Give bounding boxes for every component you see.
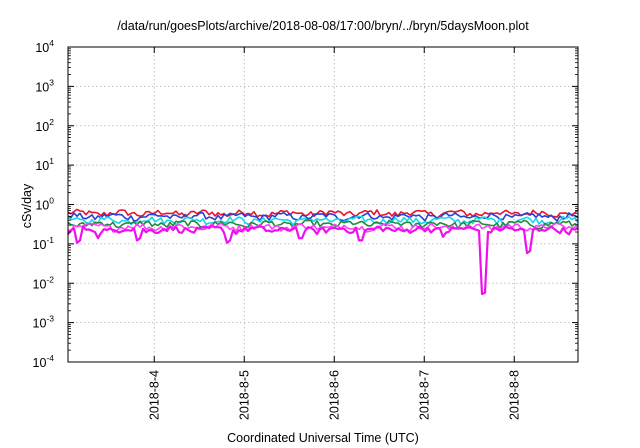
y-tick-label: 10-4 <box>33 353 55 370</box>
y-tick-label: 102 <box>35 117 54 134</box>
ticks: 10-4 10-3 10-2 10-1 100 101 102 103 104 2018-8-4 2… <box>33 38 578 420</box>
x-tick-label: 2018-8-8 <box>507 370 521 420</box>
y-tick-label: 101 <box>35 156 54 173</box>
y-tick-label: 100 <box>35 196 54 213</box>
x-tick-label: 2018-8-5 <box>237 370 251 420</box>
series-line-2 <box>67 212 579 222</box>
series-line-4 <box>67 219 579 230</box>
chart-title: /data/run/goesPlots/archive/2018-08-08/1… <box>117 19 529 33</box>
x-tick-label: 2018-8-6 <box>327 370 341 420</box>
series-line-6 <box>67 225 579 296</box>
series-line-3 <box>67 215 579 226</box>
x-tick-label: 2018-8-4 <box>147 370 161 420</box>
x-axis-label: Coordinated Universal Time (UTC) <box>227 431 419 445</box>
y-tick-label: 10-2 <box>33 274 55 291</box>
y-tick-label: 10-3 <box>33 314 55 331</box>
y-axis-label: cSv/day <box>20 183 34 228</box>
series-line-1 <box>67 208 579 219</box>
y-tick-label: 104 <box>35 38 54 55</box>
series-layer <box>67 208 579 296</box>
gridlines <box>68 47 578 362</box>
y-tick-label: 10-1 <box>33 235 55 252</box>
x-tick-label: 2018-8-7 <box>417 370 431 420</box>
y-tick-label: 103 <box>35 77 54 94</box>
